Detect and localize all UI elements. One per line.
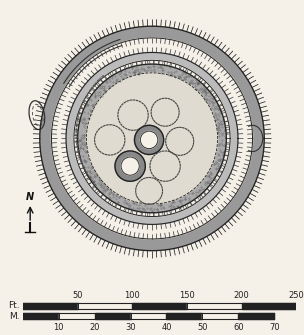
- Text: 10: 10: [54, 323, 64, 332]
- Circle shape: [140, 131, 158, 149]
- Bar: [132, 303, 187, 309]
- Text: 70: 70: [269, 323, 279, 332]
- Text: 250: 250: [288, 291, 304, 300]
- Bar: [166, 313, 202, 320]
- Circle shape: [74, 60, 230, 216]
- Text: 40: 40: [161, 323, 172, 332]
- Circle shape: [40, 26, 264, 251]
- Text: N: N: [26, 192, 34, 202]
- Circle shape: [51, 38, 253, 239]
- Text: 30: 30: [125, 323, 136, 332]
- Circle shape: [134, 125, 164, 154]
- Circle shape: [31, 17, 273, 259]
- Circle shape: [115, 151, 145, 181]
- Text: 150: 150: [179, 291, 195, 300]
- Circle shape: [121, 157, 139, 175]
- Text: 60: 60: [233, 323, 244, 332]
- Bar: [242, 303, 296, 309]
- Text: 200: 200: [234, 291, 250, 300]
- Bar: [78, 303, 132, 309]
- Bar: [95, 313, 130, 320]
- Bar: [187, 303, 242, 309]
- Bar: [23, 313, 59, 320]
- Bar: [23, 303, 78, 309]
- Circle shape: [78, 64, 226, 213]
- Circle shape: [86, 73, 218, 204]
- Text: Ft.: Ft.: [9, 301, 20, 310]
- Text: M.: M.: [9, 312, 20, 321]
- Text: 50: 50: [72, 291, 83, 300]
- Bar: [130, 313, 166, 320]
- Bar: [59, 313, 95, 320]
- Text: 20: 20: [89, 323, 100, 332]
- Text: 50: 50: [197, 323, 208, 332]
- Bar: [202, 313, 238, 320]
- Text: 100: 100: [124, 291, 140, 300]
- Circle shape: [66, 53, 238, 224]
- Bar: [238, 313, 274, 320]
